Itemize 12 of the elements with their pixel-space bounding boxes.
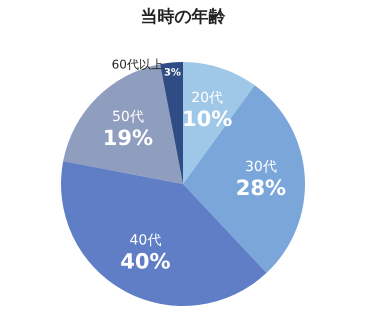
data-label: 3%	[164, 67, 181, 78]
data-label: 40%	[120, 249, 171, 274]
slice-label: 20代	[191, 90, 224, 106]
slice-label: 30代	[244, 159, 277, 176]
slice-label: 40代	[130, 232, 162, 248]
slice-label: 60代以上	[112, 58, 163, 72]
data-label: 28%	[236, 176, 286, 200]
data-label: 19%	[102, 126, 153, 150]
data-label: 10%	[182, 106, 232, 131]
pie-slice	[183, 85, 305, 273]
chart-title: 当時の年齢	[140, 7, 226, 27]
slice-label: 50代	[112, 108, 144, 125]
